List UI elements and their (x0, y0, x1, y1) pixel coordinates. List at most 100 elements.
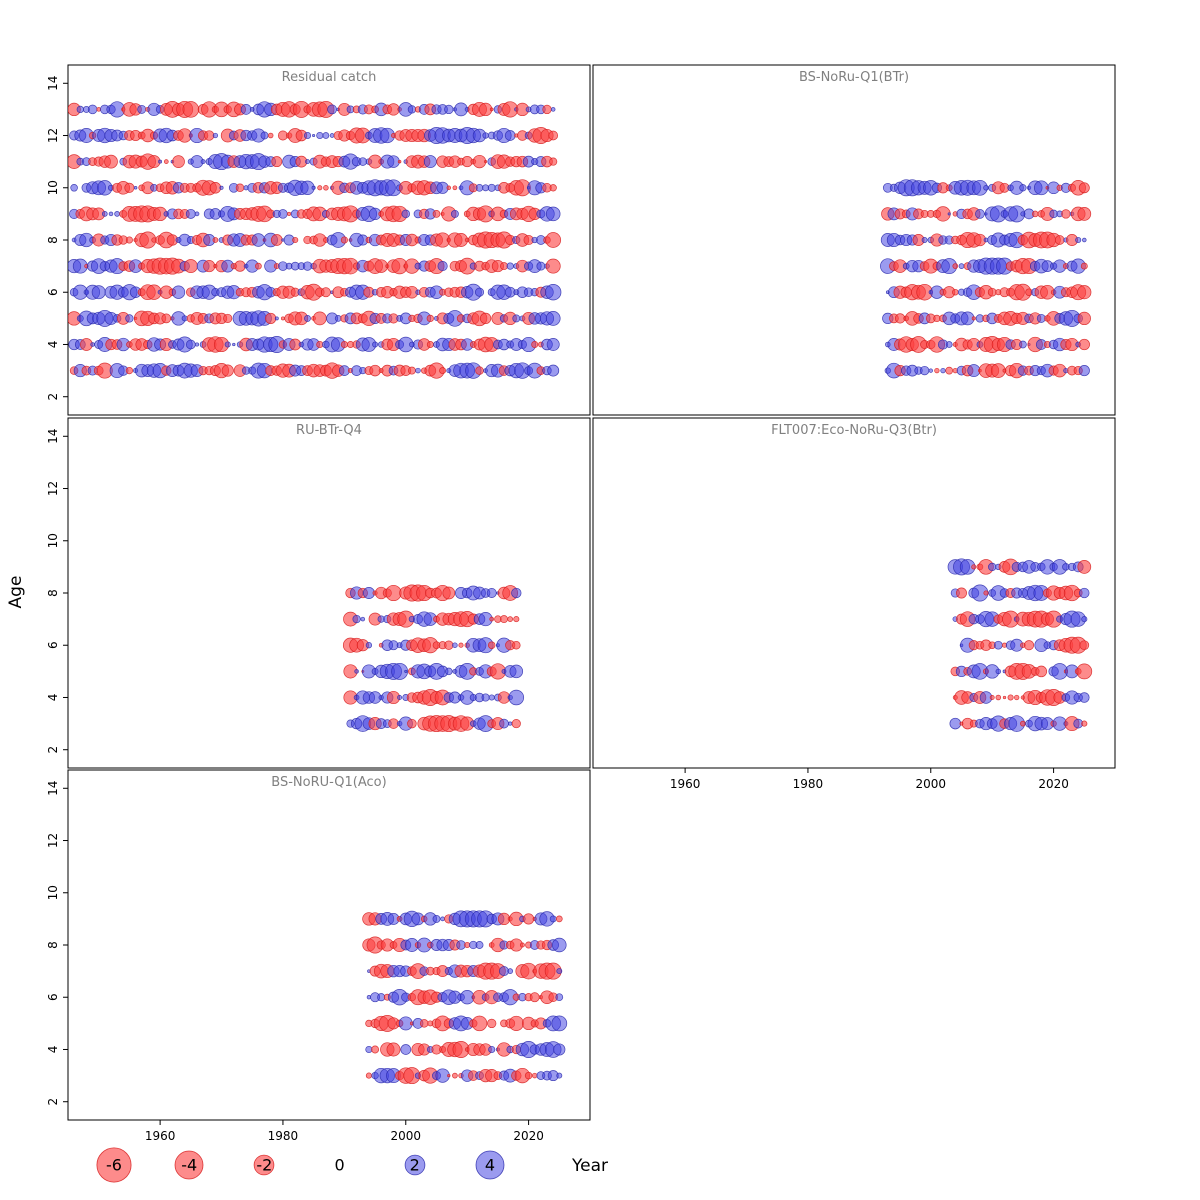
bubble (508, 721, 513, 726)
legend-item: 0 (318, 1143, 362, 1187)
bubble (512, 640, 521, 650)
bubble (423, 155, 437, 169)
bubble (358, 157, 368, 166)
bubble (1007, 694, 1014, 701)
bubble (995, 694, 1002, 701)
bubble (479, 312, 492, 325)
bubble (482, 132, 489, 139)
bubble (549, 915, 557, 923)
y-tick-label: 8 (46, 589, 60, 597)
bubble (365, 1045, 373, 1054)
bubble (1014, 694, 1020, 701)
bubble (1077, 560, 1092, 574)
bubble (542, 104, 552, 115)
bubble (365, 1072, 372, 1079)
panel-ru-btr-q4: RU-BTr-Q4 (67, 417, 591, 769)
y-tick-label: 10 (46, 885, 60, 900)
legend-bubble (174, 1150, 204, 1180)
bubble (108, 211, 114, 217)
bubble (508, 1015, 524, 1031)
bubble (445, 667, 453, 676)
bubble (1076, 663, 1093, 680)
legend-label: 2 (409, 1155, 420, 1175)
bubble (471, 1015, 488, 1032)
bubble (552, 937, 567, 953)
y-tick-label: 4 (46, 694, 60, 702)
bubble (101, 211, 108, 217)
y-tick-label: 8 (46, 941, 60, 949)
bubble (952, 288, 959, 296)
panel-residual-catch: Residual catch (67, 64, 591, 416)
legend-bubble-icon (475, 1150, 505, 1180)
legend-bubble-icon (254, 1154, 275, 1176)
bubble (387, 155, 400, 168)
bubble (171, 285, 186, 299)
panel-title: RU-BTr-Q4 (296, 423, 362, 438)
bubble (91, 285, 106, 300)
bubble (322, 132, 330, 139)
bubble (133, 186, 138, 190)
bubble (555, 993, 564, 1002)
panel-flt007-eco-noru-q3-btr: FLT007:Eco-NoRu-Q3(Btr) (592, 417, 1116, 769)
bubble (956, 587, 967, 599)
legend-bubble (404, 1154, 426, 1176)
bubble (531, 1072, 538, 1079)
bubble (949, 717, 962, 730)
bubble (971, 564, 977, 570)
y-tick-label: 14 (46, 781, 60, 796)
panel-title: Residual catch (282, 70, 377, 85)
bubble (212, 132, 219, 139)
bubble (235, 183, 245, 193)
bubble (194, 342, 200, 347)
bubble (260, 131, 269, 140)
bubble (223, 313, 233, 323)
bubble (484, 160, 488, 164)
bubble (312, 311, 327, 326)
bubble (437, 261, 448, 272)
bubble (200, 159, 206, 165)
bubble (360, 616, 366, 622)
bubble (549, 184, 557, 192)
bubble (76, 105, 84, 114)
legend-bubble-icon (174, 1150, 204, 1180)
legend-bubble (96, 1147, 132, 1183)
y-tick-label: 14 (46, 76, 60, 91)
bubble (1019, 184, 1027, 192)
bubble (519, 942, 525, 948)
bubble (523, 913, 535, 925)
bubble (545, 284, 562, 301)
bubble (365, 642, 373, 649)
bubble (1061, 209, 1071, 219)
y-tick-label: 4 (46, 1046, 60, 1054)
bubble (475, 183, 484, 192)
bubble (1079, 692, 1090, 703)
bubble (550, 107, 556, 112)
bubble (1002, 695, 1007, 700)
bubble (1035, 665, 1048, 678)
bubble (1031, 210, 1039, 218)
legend-label: -6 (106, 1155, 122, 1175)
bubble (1049, 209, 1058, 219)
panel-bs-noru-q1-aco: BS-NoRU-Q1(Aco) (67, 769, 591, 1121)
legend-bubble (475, 1150, 505, 1180)
panel-bubbles (362, 910, 568, 1085)
bubble (329, 133, 335, 138)
bubble (432, 914, 441, 923)
bubble (340, 340, 348, 349)
bubble (104, 154, 118, 169)
bubble (452, 185, 458, 191)
bubble (553, 1043, 566, 1056)
panel-bubbles (68, 100, 562, 379)
bubble (489, 616, 495, 622)
bubble (90, 342, 95, 347)
bubble (511, 719, 521, 729)
legend-label: 0 (334, 1155, 345, 1175)
bubble (323, 185, 329, 191)
bubble (952, 263, 959, 269)
bubble (928, 368, 933, 373)
y-tick-label: 12 (46, 481, 60, 496)
bubble (265, 312, 277, 324)
y-tick-label: 12 (46, 128, 60, 143)
bubble (377, 993, 386, 1002)
bubble (274, 316, 279, 321)
